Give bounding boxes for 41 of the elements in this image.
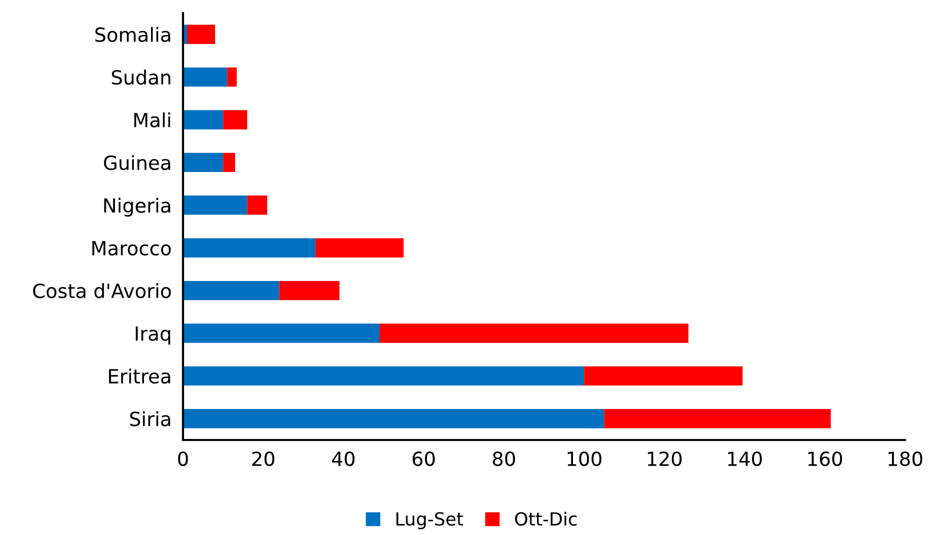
y-tick-label: Guinea [104, 155, 170, 170]
bar [604, 409, 831, 428]
y-tick-label: Nigeria [104, 198, 170, 217]
x-tick-label: 140 [728, 451, 762, 466]
y-tick-label: Somalia [95, 26, 170, 42]
legend-label: Ott-Dic [515, 512, 577, 526]
bar [223, 152, 236, 172]
x-tick-label: 0 [178, 451, 188, 466]
y-tick-label: Marocco [92, 241, 171, 256]
bar [183, 238, 316, 258]
legend-label: Lug-Set [396, 512, 464, 530]
bar [584, 366, 743, 386]
x-tick-label: 20 [252, 451, 274, 466]
x-tick-label: 80 [492, 451, 515, 466]
x-tick-label: 60 [412, 451, 435, 466]
bar [183, 110, 224, 130]
bar [183, 366, 584, 386]
bar [223, 110, 248, 130]
y-tick-label: Siria [130, 411, 170, 426]
y-tick-label: Iraq [136, 326, 170, 345]
bar [279, 280, 340, 300]
bar [380, 324, 688, 343]
y-tick-label: Eritrea [109, 368, 170, 384]
bar [183, 67, 228, 87]
y-tick-label: Mali [134, 112, 170, 128]
y-tick-label: Costa d'Avorio [33, 283, 171, 298]
bar [247, 196, 268, 215]
bar [183, 196, 248, 215]
bar [183, 324, 380, 343]
y-tick-label: Sudan [112, 70, 170, 85]
x-tick-label: 40 [332, 451, 355, 466]
bar [315, 238, 404, 258]
bar [183, 409, 604, 428]
x-tick-label: 100 [568, 451, 602, 466]
bar [187, 24, 216, 44]
x-tick-label: 120 [648, 451, 682, 466]
x-tick-label: 160 [808, 451, 842, 466]
x-tick-label: 180 [888, 451, 922, 466]
bar [183, 280, 280, 300]
bar [227, 67, 237, 87]
bar [183, 152, 224, 172]
